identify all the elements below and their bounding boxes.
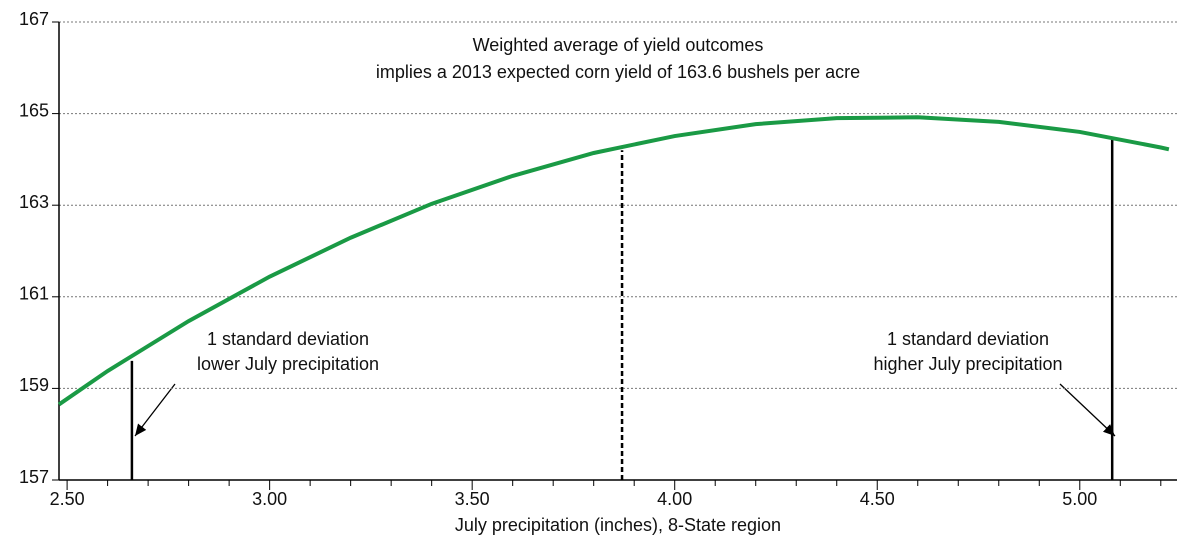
y-tick-label: 165 [19,100,49,120]
annotation: Weighted average of yield outcomes [473,35,764,55]
x-tick-label: 5.00 [1062,489,1097,509]
annotation: 1 standard deviation [887,329,1049,349]
y-tick-label: 163 [19,192,49,212]
x-tick-label: 2.50 [50,489,85,509]
y-tick-label: 167 [19,9,49,29]
y-tick-label: 157 [19,467,49,487]
annotation: higher July precipitation [873,354,1062,374]
data-line [57,115,1170,407]
x-tick-label: 3.50 [455,489,490,509]
x-tick-label: 4.50 [860,489,895,509]
x-tick-label: 3.00 [252,489,287,509]
y-tick-label: 161 [19,284,49,304]
x-tick-label: 4.00 [657,489,692,509]
annotation: 1 standard deviation [207,329,369,349]
x-axis-label: July precipitation (inches), 8-State reg… [455,515,781,535]
arrow [134,383,176,437]
arrow [1059,383,1116,437]
annotation: lower July precipitation [197,354,379,374]
y-tick-label: 159 [19,375,49,395]
annotation: implies a 2013 expected corn yield of 16… [376,62,860,82]
